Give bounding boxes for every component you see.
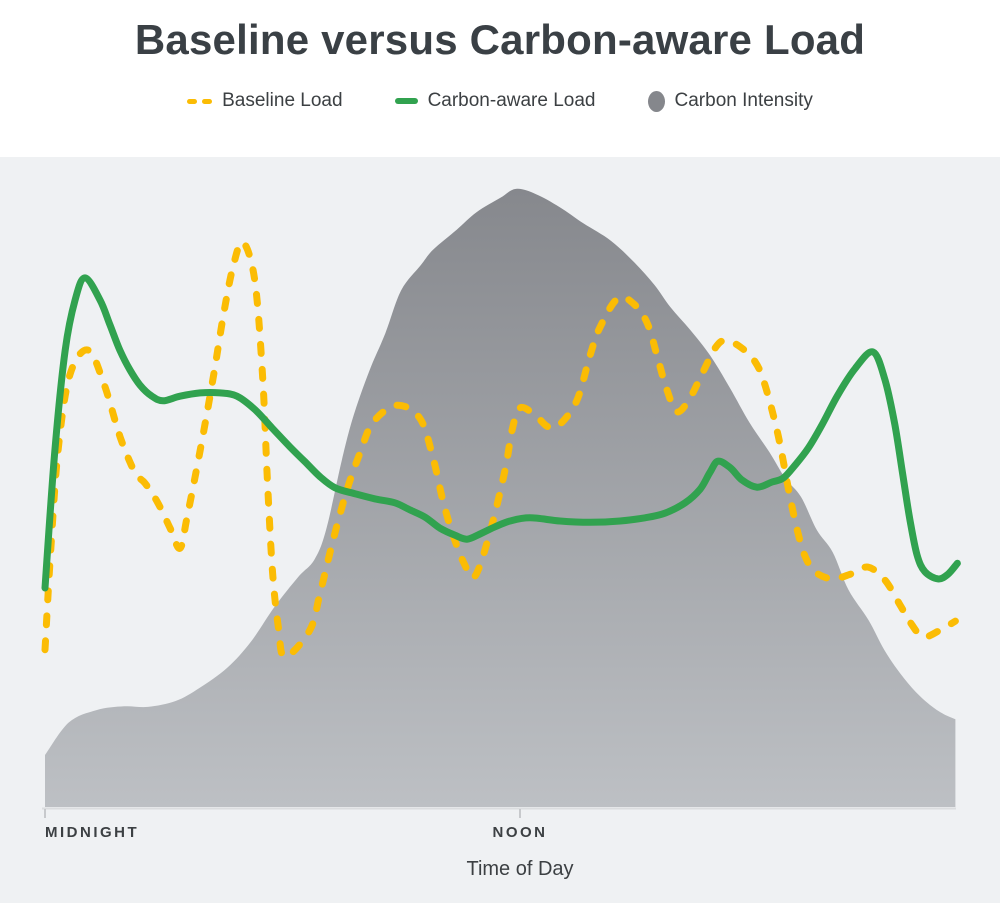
x-tick-label: NOON [492, 824, 548, 841]
carbon-aware-load-line [41, 274, 961, 592]
legend: Baseline Load Carbon-aware Load Carbon I… [0, 90, 1000, 112]
legend-label: Baseline Load [222, 90, 343, 111]
x-tick-mark [519, 809, 521, 818]
x-tick-marks [44, 809, 521, 818]
dash-segment-icon [202, 98, 213, 104]
x-axis-title: Time of Day [466, 858, 574, 880]
legend-item-baseline-load: Baseline Load [187, 90, 343, 112]
legend-item-carbon-intensity: Carbon Intensity [647, 90, 813, 112]
legend-label: Carbon Intensity [674, 90, 813, 111]
circle-swatch-icon [647, 90, 665, 112]
baseline-load-line [41, 238, 959, 661]
x-tick-label: MIDNIGHT [45, 824, 140, 841]
legend-item-carbon-aware-load: Carbon-aware Load [394, 90, 596, 112]
page-title: Baseline versus Carbon-aware Load [134, 16, 866, 63]
legend-label: Carbon-aware Load [427, 90, 596, 111]
x-tick-mark [44, 809, 46, 818]
solid-line-swatch-icon [394, 98, 418, 104]
dash-segment-icon [187, 98, 198, 104]
dashed-line-swatch-icon [187, 98, 213, 104]
